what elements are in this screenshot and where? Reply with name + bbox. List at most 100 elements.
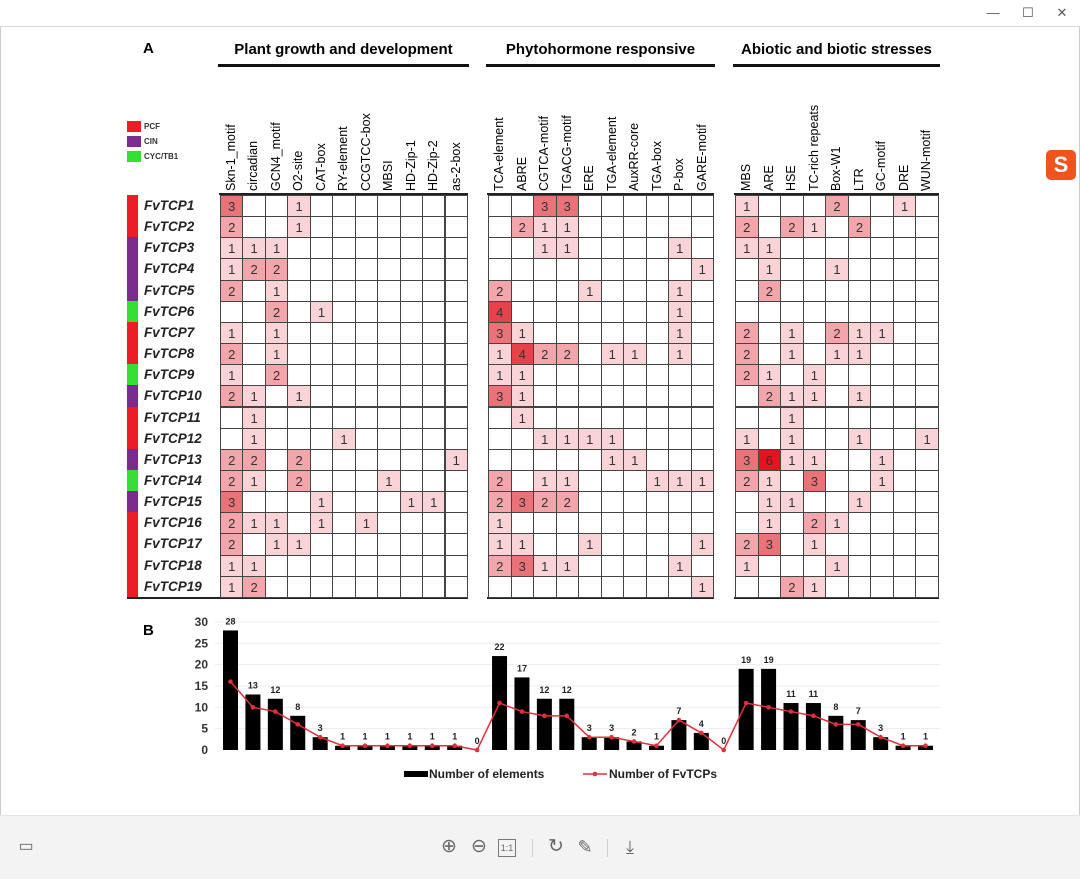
heatmap-cell: 1 <box>264 279 289 302</box>
heatmap-cell <box>623 321 647 345</box>
heatmap-cell <box>690 216 714 239</box>
heatmap-cell <box>847 512 872 535</box>
heatmap-cell <box>892 406 917 429</box>
ime-logo[interactable]: S <box>1046 150 1076 180</box>
heatmap-cell <box>533 300 557 323</box>
heatmap-cell <box>444 195 468 218</box>
bar-value-label: 11 <box>786 689 796 699</box>
heatmap-cell: 1 <box>668 300 692 323</box>
heatmap-cell <box>600 321 624 345</box>
heatmap-cell: 1 <box>555 216 579 239</box>
bar <box>245 694 261 750</box>
heatmap-cell <box>915 300 939 323</box>
fvtcp-count-point <box>743 700 749 706</box>
heatmap-cell: 1 <box>309 300 334 323</box>
thumbnail-toggle-icon[interactable]: ▭ <box>18 838 34 855</box>
heatmap-cell: 1 <box>578 427 602 450</box>
heatmap-cell <box>309 216 334 239</box>
heatmap-cell <box>377 343 401 366</box>
heatmap-cell: 1 <box>757 469 782 493</box>
fvtcp-count-point <box>228 679 233 684</box>
heatmap-cell: 3 <box>510 554 534 577</box>
heatmap-cell <box>399 237 424 260</box>
zoom-out-icon[interactable]: ⊖ <box>471 836 487 857</box>
fvtcp-count-point <box>564 713 570 719</box>
heatmap-cell <box>870 300 894 323</box>
legend-line-marker <box>592 771 598 777</box>
heatmap-cell <box>600 300 624 323</box>
panel-a-label: A <box>143 40 154 57</box>
heatmap-cell <box>623 469 647 493</box>
heatmap-cell <box>488 258 512 281</box>
fvtcp-count-point <box>900 743 906 749</box>
heatmap-cell <box>422 448 446 471</box>
heatmap-cell <box>892 448 917 471</box>
toolbar-divider <box>532 839 533 857</box>
heatmap-cell <box>422 300 446 323</box>
close-button[interactable]: ✕ <box>1056 5 1068 20</box>
column-header: AuxRR-core <box>627 122 641 191</box>
heatmap-cell <box>870 406 894 429</box>
heatmap-cell <box>399 300 424 323</box>
column-header: WUN-motif <box>919 129 934 191</box>
bar <box>873 737 889 750</box>
heatmap-cell <box>242 533 266 556</box>
heatmap-cell <box>332 237 356 260</box>
heatmap-cell <box>444 512 468 535</box>
download-icon[interactable]: ⤓ <box>626 837 634 857</box>
column-header: RY-element <box>336 126 351 191</box>
heatmap-cell <box>422 406 446 429</box>
heatmap-cell: 2 <box>488 491 512 514</box>
heatmap-cell <box>488 406 512 429</box>
heatmap-cell <box>510 279 534 302</box>
heatmap-cell <box>825 237 849 260</box>
heatmap-cell: 1 <box>825 343 849 366</box>
column-header: CGTCA-motif <box>537 116 551 191</box>
rotate-icon[interactable]: ↻ <box>548 836 564 857</box>
heatmap-cell: 1 <box>377 469 401 493</box>
maximize-button[interactable]: ☐ <box>1022 5 1034 20</box>
heatmap-cell: 1 <box>242 427 266 450</box>
heatmap-cell <box>690 427 714 450</box>
edit-pencil-icon[interactable]: ✎ <box>577 837 593 857</box>
heatmap-cell: 2 <box>220 216 244 239</box>
bar-value-label: 28 <box>225 616 235 626</box>
fvtcp-count-point <box>923 743 928 749</box>
heatmap-cell <box>287 427 311 450</box>
fvtcp-count-point <box>676 717 682 723</box>
minimize-button[interactable]: — <box>986 5 1000 20</box>
heatmap-cell: 1 <box>510 364 534 387</box>
heatmap-cell <box>309 448 334 471</box>
column-header: Skn-1_motif <box>224 124 238 191</box>
heatmap-cell: 1 <box>578 279 602 302</box>
gene-label: FvTCP5 <box>144 282 195 298</box>
column-header: GARE-motif <box>694 124 709 191</box>
bar-value-label: 3 <box>318 723 323 733</box>
actual-size-icon[interactable]: 1:1 <box>498 839 516 857</box>
heatmap-cell <box>264 406 289 429</box>
zoom-in-icon[interactable]: ⊕ <box>441 836 457 857</box>
heatmap-cell <box>533 406 557 429</box>
heatmap-cell <box>870 427 894 450</box>
heatmap-cell <box>354 533 379 556</box>
class-color-bar <box>127 195 138 217</box>
heatmap-cell <box>354 237 379 260</box>
heatmap-cell <box>780 364 804 387</box>
heatmap-cell <box>578 237 602 260</box>
heatmap-cell <box>220 300 244 323</box>
heatmap-cell <box>757 343 782 366</box>
heatmap-cell <box>668 448 692 471</box>
heatmap-cell <box>735 406 759 429</box>
heatmap-cell <box>399 385 424 408</box>
heatmap-cell: 1 <box>780 343 804 366</box>
heatmap-cell <box>533 364 557 387</box>
heatmap-cell <box>847 364 872 387</box>
heatmap-cell <box>802 300 827 323</box>
heatmap-cell: 2 <box>242 448 266 471</box>
fvtcp-count-point <box>385 743 390 749</box>
heatmap-cell <box>915 343 939 366</box>
heatmap-cell <box>309 195 334 218</box>
heatmap-cell: 2 <box>825 321 849 345</box>
heatmap-cell: 2 <box>220 512 244 535</box>
heatmap-cell <box>645 364 669 387</box>
